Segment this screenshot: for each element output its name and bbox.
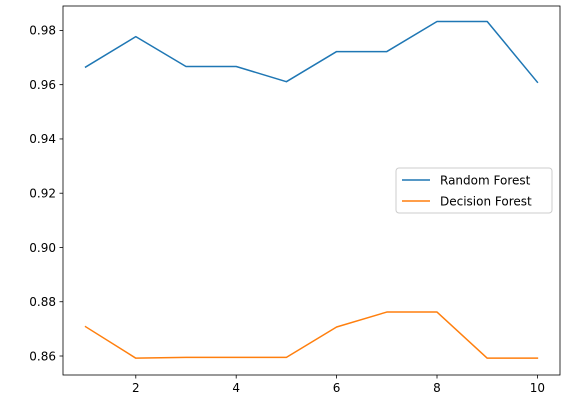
- axes: 2 4 6 8 10 0.86 0.88 0.90 0.92 0.94 0.96 0.98: [29, 5, 561, 395]
- y-tick-label: 0.94: [29, 132, 56, 146]
- x-tick-label: 8: [433, 381, 441, 395]
- x-tick-label: 2: [132, 381, 140, 395]
- x-tick-label: 6: [333, 381, 341, 395]
- x-tick-label: 10: [530, 381, 545, 395]
- x-tick-label: 4: [232, 381, 240, 395]
- y-tick-label: 0.96: [29, 78, 56, 92]
- series-line-random-forest: [84, 20, 539, 84]
- legend-label: Random Forest: [440, 173, 531, 187]
- legend-box: [395, 167, 553, 214]
- legend-label: Decision Forest: [440, 194, 532, 208]
- series-line-decision-forest: [84, 311, 539, 359]
- y-tick-label: 0.98: [29, 24, 56, 38]
- y-tick-label: 0.86: [29, 349, 56, 363]
- y-tick-label: 0.88: [29, 295, 56, 309]
- y-tick-label: 0.92: [29, 187, 56, 201]
- series-layer: [84, 20, 539, 359]
- y-tick-label: 0.90: [29, 241, 56, 255]
- legend: Random Forest Decision Forest: [395, 167, 553, 214]
- axes-frame: [62, 5, 561, 376]
